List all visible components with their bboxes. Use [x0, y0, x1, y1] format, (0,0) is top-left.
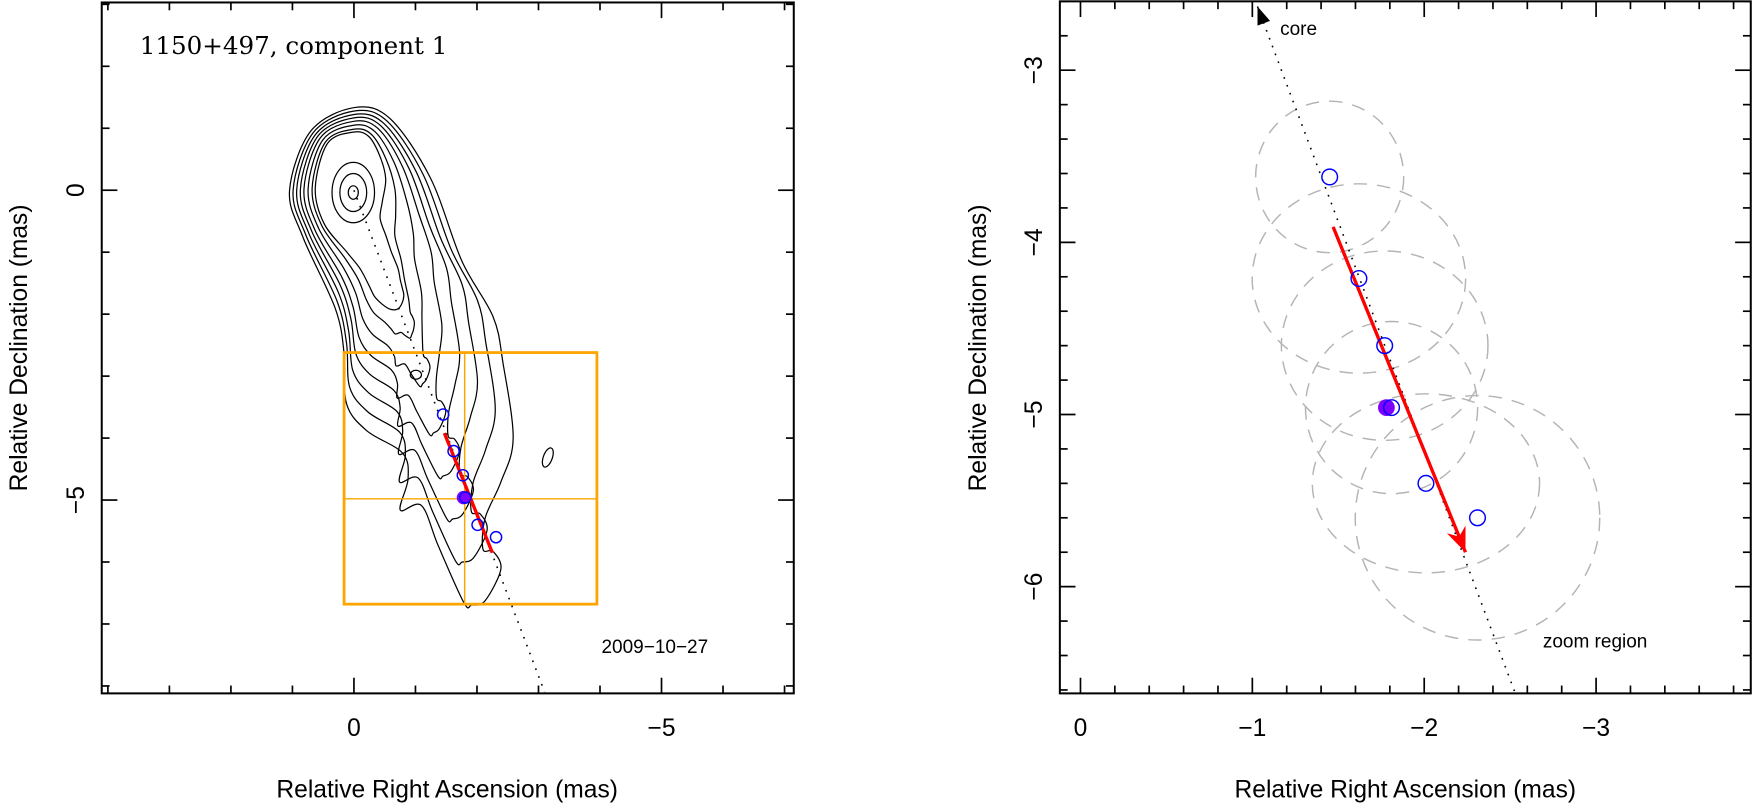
velocity-vector	[1331, 226, 1468, 553]
contour-line	[347, 185, 359, 200]
x-tick-label: −5	[647, 715, 675, 742]
y-tick-label: 0	[63, 183, 90, 197]
component-position-marker	[471, 518, 484, 532]
component-position-marker	[1468, 509, 1487, 527]
component-position-marker	[436, 408, 450, 421]
right-panel-marks	[1251, 6, 1601, 694]
component-size-ellipse	[1251, 183, 1467, 374]
contour-line	[409, 369, 423, 380]
component-position-marker	[1321, 168, 1339, 186]
component-size-ellipse	[1280, 250, 1489, 442]
right-axis-ticks: 0 −1 −2 −3 −3 −4 −5 −6	[1021, 0, 1751, 742]
left-panel-marks	[342, 189, 599, 693]
y-tick-label: −3	[1021, 56, 1048, 84]
x-tick-label: −3	[1582, 715, 1610, 742]
x-tick-label: 0	[347, 715, 361, 742]
contour-line	[288, 106, 514, 609]
zoom-region-annotation: zoom region	[1543, 632, 1648, 653]
component-position-marker	[447, 444, 460, 458]
y-tick-label: −5	[63, 486, 90, 514]
core-direction-line	[1256, 6, 1517, 694]
right-y-axis-title: Relative Declination (mas)	[965, 204, 992, 491]
component-position-marker	[1383, 399, 1401, 417]
component-position-marker	[489, 530, 503, 544]
epoch-label: 2009−10−27	[601, 637, 708, 658]
contour-line	[541, 447, 554, 468]
left-plot-frame	[100, 1, 795, 695]
contour-line	[331, 161, 376, 224]
contour-line	[299, 116, 461, 480]
y-tick-label: −6	[1021, 573, 1048, 601]
component-size-ellipse	[1254, 100, 1405, 254]
contour-line	[292, 109, 496, 566]
y-tick-label: −4	[1021, 228, 1048, 256]
component-position-marker	[458, 491, 472, 504]
left-y-axis-title: Relative Declination (mas)	[6, 204, 33, 491]
y-tick-label: −5	[1021, 400, 1048, 428]
contour-map	[288, 106, 554, 609]
x-tick-label: −1	[1238, 715, 1266, 742]
left-panel: 0 −50−5 1150+497, component 1 2009−10−27 …	[6, 1, 795, 803]
right-panel: 0 −1 −2 −3 −3 −4 −5 −6 core zoom region Relativ…	[965, 0, 1752, 803]
contour-line	[339, 172, 368, 213]
right-x-axis-title: Relative Right Ascension (mas)	[1235, 776, 1577, 803]
component-position-marker	[1417, 474, 1435, 492]
contour-line	[311, 128, 415, 339]
contour-line	[296, 113, 479, 523]
component-size-ellipse	[1354, 394, 1601, 641]
component-position-marker	[456, 468, 470, 482]
plot-title: 1150+497, component 1	[140, 31, 448, 60]
component-size-ellipse	[1304, 320, 1479, 495]
core-arrow-icon	[1257, 6, 1271, 26]
contour-line	[307, 124, 431, 388]
zoom-region-box	[342, 351, 599, 606]
component-position-marker	[1350, 269, 1368, 288]
x-tick-label: 0	[1074, 715, 1088, 742]
left-axis-ticks: 0 −5 0 −5	[63, 2, 794, 742]
x-tick-label: −2	[1410, 715, 1438, 742]
component-size-ellipse	[1311, 393, 1541, 574]
right-plot-frame	[1058, 0, 1752, 695]
current-epoch-point	[1378, 399, 1395, 417]
contour-line	[314, 131, 405, 311]
velocity-arrowhead-icon	[1446, 525, 1466, 553]
core-annotation: core	[1280, 19, 1317, 40]
component-position-marker	[1376, 337, 1394, 355]
contour-line	[303, 120, 447, 437]
left-x-axis-title: Relative Right Ascension (mas)	[276, 776, 618, 803]
